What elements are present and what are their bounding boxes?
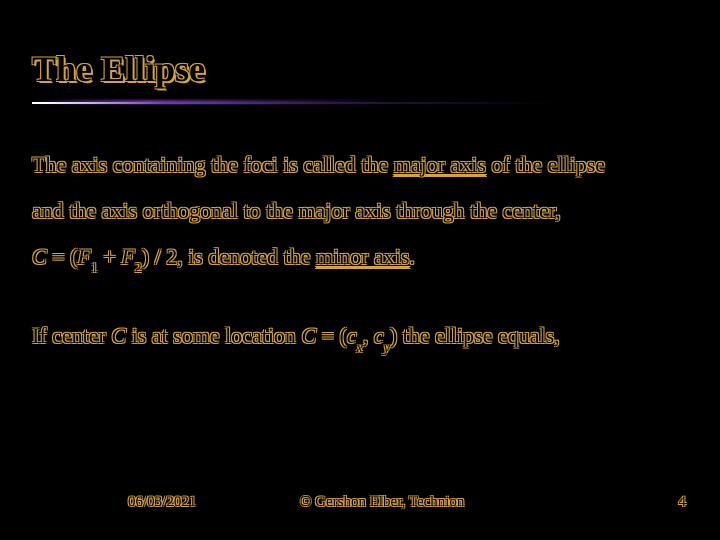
body-line-2: and the axis orthogonal to the major axi… (32, 200, 688, 222)
text: , (363, 323, 374, 348)
var-F1: F (77, 244, 90, 269)
text: = ( (47, 244, 78, 269)
text: + (98, 244, 121, 269)
var-C: C (301, 323, 316, 348)
var-cy: c (374, 323, 384, 348)
text: and the axis orthogonal to the major axi… (32, 198, 561, 223)
text: ) the ellipse equals, (390, 323, 560, 348)
text: If center (32, 323, 111, 348)
sub-1: 1 (91, 261, 98, 276)
term-major-axis: major axis (394, 152, 486, 177)
slide-title: The Ellipse (32, 48, 688, 90)
body-line-3: C = (F1 + F2) / 2, is denoted the minor … (32, 246, 688, 273)
sub-y: y (384, 341, 390, 356)
sub-x: x (357, 341, 363, 356)
body-text: The axis containing the foci is called t… (32, 154, 688, 353)
body-line-4: If center C is at some location C = (cx,… (32, 325, 688, 352)
footer: 06/03/2021 © Gershon Elber, Technion 4 (0, 494, 720, 516)
text: of the ellipse (486, 152, 605, 177)
text: ) / 2, is denoted the (142, 244, 316, 269)
var-C: C (111, 323, 126, 348)
text: is at some location (126, 323, 301, 348)
body-line-1: The axis containing the foci is called t… (32, 154, 688, 176)
var-F2: F (121, 244, 134, 269)
footer-copyright: © Gershon Elber, Technion (300, 494, 464, 511)
term-minor-axis: minor axis (316, 244, 410, 269)
footer-date: 06/03/2021 (128, 494, 196, 511)
title-underline (32, 98, 688, 104)
text: = ( (316, 323, 347, 348)
var-C: C (32, 244, 47, 269)
text: . (409, 244, 415, 269)
sub-2: 2 (135, 261, 142, 276)
var-cx: c (347, 323, 357, 348)
text: The axis containing the foci is called t… (32, 152, 394, 177)
footer-page-number: 4 (679, 494, 687, 511)
